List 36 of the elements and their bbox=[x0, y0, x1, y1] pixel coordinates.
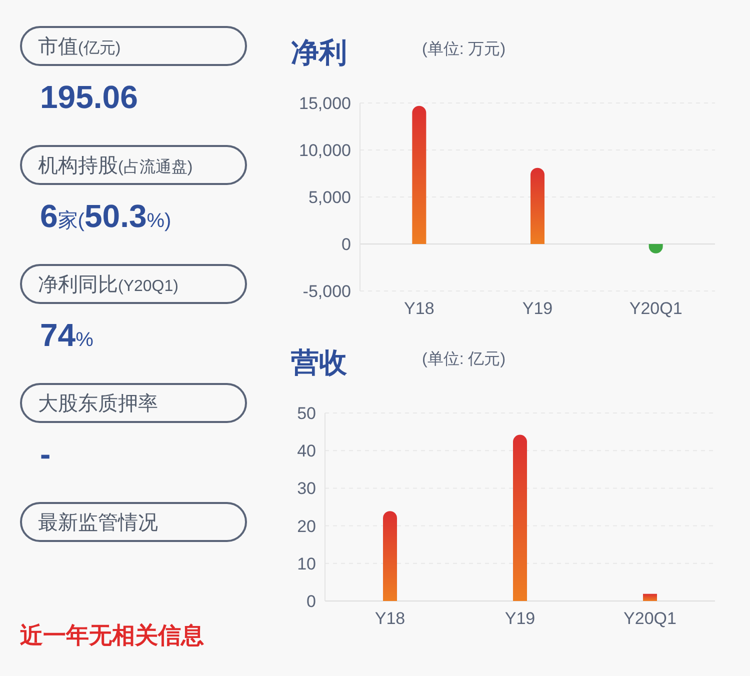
y-tick-label: 20 bbox=[297, 516, 316, 536]
text: 最新监管情况 bbox=[38, 512, 158, 534]
x-tick-label: Y19 bbox=[522, 299, 553, 318]
bar bbox=[643, 594, 657, 601]
bar bbox=[513, 434, 527, 601]
text: 大股东质押率 bbox=[38, 393, 158, 415]
text: 净利同比(Y20Q1) bbox=[38, 274, 178, 296]
y-tick-label: 0 bbox=[306, 592, 316, 611]
bar bbox=[530, 168, 544, 244]
text: 市值(亿元) bbox=[38, 36, 121, 58]
text: 74% bbox=[40, 317, 94, 353]
y-tick-label: 15,000 bbox=[299, 94, 351, 113]
text: 近一年无相关信息 bbox=[19, 622, 204, 648]
chart-title: 营收 bbox=[290, 347, 348, 378]
chart-title: 净利 bbox=[291, 37, 347, 68]
y-tick-label: 10,000 bbox=[299, 141, 351, 160]
y-tick-label: 5,000 bbox=[308, 188, 351, 207]
chart-subtitle: (单位: 亿元) bbox=[422, 350, 506, 368]
text: 机构持股(占流通盘) bbox=[38, 155, 193, 177]
bar bbox=[383, 511, 397, 601]
bar bbox=[412, 106, 426, 244]
y-tick-label: 40 bbox=[297, 442, 316, 461]
x-tick-label: Y20Q1 bbox=[629, 299, 682, 318]
text: 195.06 bbox=[40, 79, 138, 115]
y-tick-label: 10 bbox=[297, 554, 316, 574]
x-tick-label: Y19 bbox=[504, 609, 536, 628]
text: 6家(50.3%) bbox=[40, 198, 172, 234]
chart-subtitle: (单位: 万元) bbox=[422, 40, 506, 58]
x-tick-label: Y20Q1 bbox=[624, 609, 676, 628]
y-tick-label: 50 bbox=[297, 404, 316, 423]
text: - bbox=[40, 436, 51, 472]
x-tick-label: Y18 bbox=[374, 609, 406, 628]
y-tick-label: -5,000 bbox=[302, 282, 351, 301]
x-tick-label: Y18 bbox=[404, 299, 434, 318]
y-tick-label: 0 bbox=[342, 235, 351, 254]
y-tick-label: 30 bbox=[297, 479, 316, 498]
